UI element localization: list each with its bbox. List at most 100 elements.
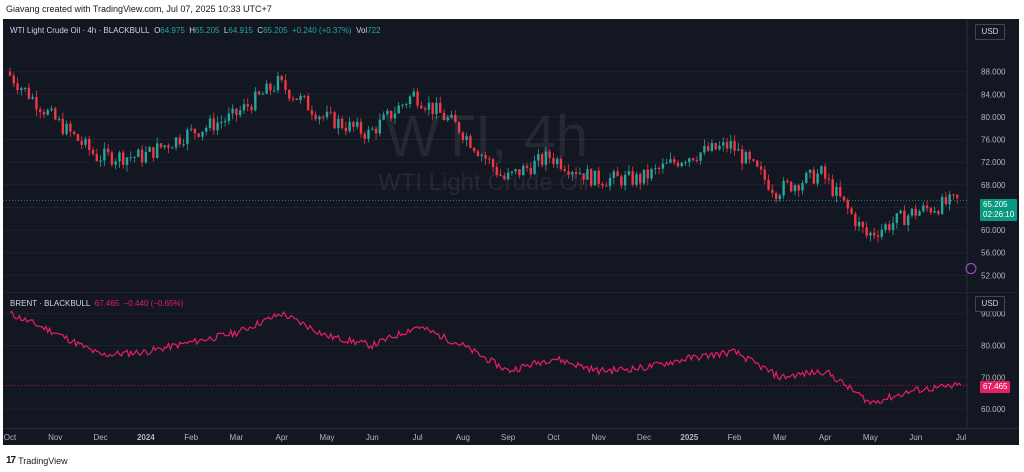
wti-candle: [352, 121, 355, 127]
x-tick-label: Oct: [4, 433, 17, 442]
wti-y-tick-label: 88.000: [981, 68, 1006, 77]
wti-candle: [771, 189, 774, 193]
wti-candle: [118, 152, 121, 162]
wti-candle: [16, 83, 19, 91]
wti-candle: [325, 111, 329, 118]
wti-candle: [544, 151, 548, 165]
brent-legend-title: BRENT · BLACKBULL: [10, 299, 91, 308]
wti-candle: [488, 158, 491, 160]
x-tick-label: Apr: [819, 433, 832, 442]
wti-candle: [612, 171, 616, 179]
brent-pane[interactable]: 60.000 70.000 80.000 90.000: [3, 292, 1019, 428]
chart-container[interactable]: 52.00056.00060.00064.00068.00072.00076.0…: [3, 19, 1019, 445]
wti-candle: [254, 91, 257, 111]
wti-candle: [548, 151, 551, 158]
wti-candle: [91, 149, 95, 155]
wti-candle: [257, 91, 261, 95]
wti-candle: [767, 179, 770, 190]
wti-candle: [925, 205, 929, 209]
wti-candle: [801, 182, 804, 191]
wti-candle: [337, 118, 340, 129]
wti-candle: [189, 128, 193, 130]
wti-candle: [556, 158, 559, 164]
wti-candle: [442, 112, 446, 121]
wti-candle: [152, 147, 155, 158]
wti-candle: [272, 90, 276, 92]
wti-candle: [363, 133, 366, 139]
brent-y-tick-label: 60.000: [981, 405, 1006, 414]
wti-candle: [208, 118, 212, 128]
wti-candle: [597, 170, 600, 184]
wti-candle: [129, 157, 132, 159]
wti-candle: [284, 80, 287, 91]
x-tick-label: Jun: [909, 433, 922, 442]
footer: 17 TradingView: [6, 455, 68, 466]
wti-candle: [805, 172, 808, 183]
wti-candle: [386, 110, 389, 115]
wti-candle: [476, 151, 480, 157]
wti-candle: [918, 211, 921, 216]
brent-y-tick-label: 80.000: [981, 341, 1006, 350]
wti-candle: [329, 111, 332, 113]
wti-candle: [182, 144, 185, 146]
wti-candle: [650, 169, 653, 179]
wti-candle: [661, 163, 665, 169]
wti-candle: [503, 175, 506, 180]
wti-candle: [895, 213, 899, 224]
wti-last-price: 65.205: [983, 200, 1008, 209]
wti-candle: [408, 96, 412, 105]
wti-candle: [223, 121, 227, 123]
wti-candle: [680, 162, 683, 167]
wti-candle: [231, 108, 234, 114]
x-axis[interactable]: Oct Nov Dec 2024 Feb Mar Apr May Jun Jul Aug Sep Oct…: [3, 428, 1019, 445]
wti-candle: [310, 110, 314, 115]
alert-icon[interactable]: [965, 263, 977, 275]
wti-candle: [412, 91, 415, 97]
x-tick-label: Feb: [728, 433, 742, 442]
wti-candle: [374, 128, 378, 134]
wti-candle: [616, 171, 619, 177]
wti-candle: [733, 140, 736, 151]
wti-candle: [159, 143, 163, 148]
wti-candle: [952, 194, 955, 196]
x-tick-label: Jul: [956, 433, 966, 442]
brent-y-tick-label: 90.000: [981, 310, 1006, 319]
wti-candle: [23, 87, 27, 89]
wti-last-price-label: 65.205 02:26:10: [980, 199, 1018, 221]
brent-currency-button[interactable]: USD: [975, 296, 1005, 312]
wti-candle: [201, 131, 204, 137]
wti-candle: [665, 162, 668, 164]
wti-candle: [563, 169, 566, 172]
wti-candle: [239, 110, 242, 116]
wti-candle: [797, 185, 800, 191]
wti-candle: [401, 104, 404, 106]
wti-candle: [435, 102, 438, 115]
wti-candle: [933, 211, 936, 213]
wti-candle: [714, 142, 717, 150]
wti-y-tick-label: 52.000: [981, 271, 1006, 280]
wti-candle: [873, 232, 876, 236]
wti-candle: [31, 97, 34, 99]
wti-candle: [265, 83, 268, 94]
tradingview-logo-icon: 17: [6, 455, 16, 466]
wti-candle: [642, 169, 646, 184]
wti-candle: [84, 138, 87, 145]
wti-candle: [601, 183, 604, 186]
wti-candle: [906, 215, 910, 226]
wti-currency-button[interactable]: USD: [975, 24, 1005, 40]
wti-candle: [631, 171, 634, 185]
wti-candle: [472, 147, 476, 152]
x-tick-label: Nov: [48, 433, 62, 442]
wti-candle: [431, 102, 434, 115]
wti-y-tick-label: 84.000: [981, 90, 1006, 99]
wti-candle: [559, 158, 563, 170]
wti-candle: [114, 161, 117, 165]
wti-candle: [148, 147, 151, 152]
wti-candle: [948, 194, 951, 205]
wti-candle: [940, 196, 944, 214]
brent-change: −0.440 (−0.65%): [123, 299, 184, 308]
wti-candle: [439, 102, 442, 113]
wti-candle: [57, 118, 61, 120]
wti-candle: [276, 76, 280, 91]
wti-pane[interactable]: 52.00056.00060.00064.00068.00072.00076.0…: [3, 19, 1019, 291]
